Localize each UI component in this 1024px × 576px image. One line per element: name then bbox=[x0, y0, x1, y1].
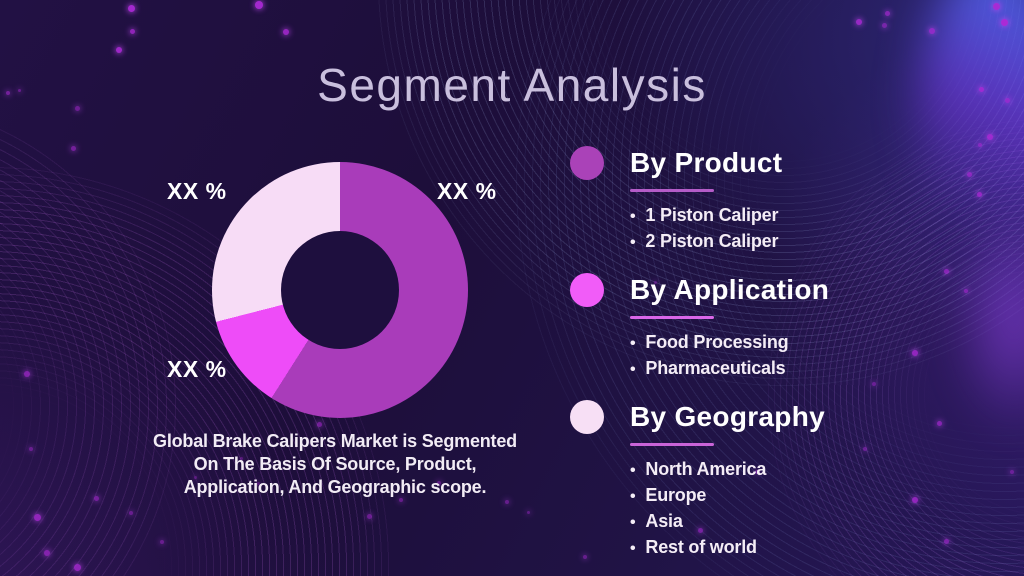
decor-dot bbox=[993, 3, 1000, 10]
decor-dot bbox=[912, 350, 918, 356]
decor-dot bbox=[74, 564, 81, 571]
legend-circle-geography bbox=[570, 400, 604, 434]
decor-dot bbox=[882, 23, 887, 28]
legend-title-application: By Application bbox=[630, 274, 830, 305]
decor-dot bbox=[1001, 19, 1008, 26]
decor-dot bbox=[872, 382, 876, 386]
decor-dot bbox=[160, 540, 164, 544]
decor-dot bbox=[856, 19, 862, 25]
decor-dot bbox=[317, 422, 322, 427]
decor-dot bbox=[1010, 470, 1014, 474]
decor-dot bbox=[912, 497, 918, 503]
legend-circle-product bbox=[570, 146, 604, 180]
decor-dot bbox=[283, 29, 289, 35]
decor-dot bbox=[937, 421, 942, 426]
list-item: Rest of world bbox=[630, 535, 825, 561]
decor-dot bbox=[94, 496, 99, 501]
legend-section-geography: By Geography North America Europe Asia R… bbox=[570, 400, 825, 561]
list-item: Asia bbox=[630, 509, 825, 535]
decor-dot bbox=[929, 28, 935, 34]
decor-dot bbox=[527, 511, 530, 514]
decor-dot bbox=[944, 269, 949, 274]
decor-dot bbox=[116, 47, 122, 53]
legend-title-geography: By Geography bbox=[630, 401, 825, 432]
list-item: Food Processing bbox=[630, 330, 829, 356]
legend-section-application: By Application Food Processing Pharmaceu… bbox=[570, 273, 829, 382]
slide-title: Segment Analysis bbox=[317, 59, 707, 111]
list-item: North America bbox=[630, 457, 825, 483]
donut-hole bbox=[281, 231, 399, 349]
decor-dot bbox=[71, 146, 76, 151]
edge-glow-top-right bbox=[919, 0, 1024, 260]
decor-dot bbox=[987, 134, 993, 140]
legend-items-application: Food Processing Pharmaceuticals bbox=[630, 330, 829, 382]
decor-dot bbox=[367, 514, 372, 519]
decor-dot bbox=[44, 550, 50, 556]
legend-items-geography: North America Europe Asia Rest of world bbox=[630, 457, 825, 561]
chart-caption: Global Brake Calipers Market is Segmente… bbox=[153, 431, 517, 498]
decor-dot bbox=[967, 172, 972, 177]
decor-dot bbox=[29, 447, 33, 451]
decor-dot bbox=[34, 514, 41, 521]
legend-items-product: 1 Piston Caliper 2 Piston Caliper bbox=[630, 203, 782, 255]
list-item: Europe bbox=[630, 483, 825, 509]
segment-label-product: XX % bbox=[437, 178, 497, 204]
decor-dot bbox=[255, 1, 263, 9]
decor-dot bbox=[964, 289, 968, 293]
decor-dot bbox=[128, 5, 135, 12]
legend-underline-application bbox=[630, 316, 714, 319]
decor-dot bbox=[505, 500, 509, 504]
decor-dot bbox=[24, 371, 30, 377]
decor-dot bbox=[863, 447, 867, 451]
list-item: 2 Piston Caliper bbox=[630, 229, 782, 255]
segment-label-geography: XX % bbox=[167, 178, 227, 204]
list-item: 1 Piston Caliper bbox=[630, 203, 782, 229]
decor-dot bbox=[977, 192, 982, 197]
segment-label-application: XX % bbox=[167, 356, 227, 382]
decor-dot bbox=[978, 143, 982, 147]
decor-dot bbox=[129, 511, 133, 515]
wave-lines-bottom-left-outer bbox=[0, 96, 180, 576]
legend-title-product: By Product bbox=[630, 147, 783, 178]
edge-glow-right bbox=[949, 205, 1024, 435]
decor-dot bbox=[885, 11, 890, 16]
legend-underline-product bbox=[630, 189, 714, 192]
decor-dot bbox=[130, 29, 135, 34]
legend-circle-application bbox=[570, 273, 604, 307]
donut-chart bbox=[212, 162, 468, 418]
list-item: Pharmaceuticals bbox=[630, 356, 829, 382]
legend-section-product: By Product 1 Piston Caliper 2 Piston Cal… bbox=[570, 146, 782, 255]
legend-underline-geography bbox=[630, 443, 714, 446]
decor-dot bbox=[944, 539, 949, 544]
